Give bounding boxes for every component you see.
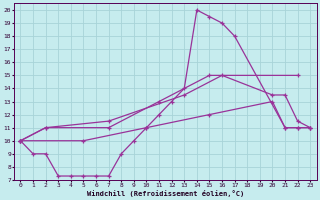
X-axis label: Windchill (Refroidissement éolien,°C): Windchill (Refroidissement éolien,°C) — [87, 190, 244, 197]
